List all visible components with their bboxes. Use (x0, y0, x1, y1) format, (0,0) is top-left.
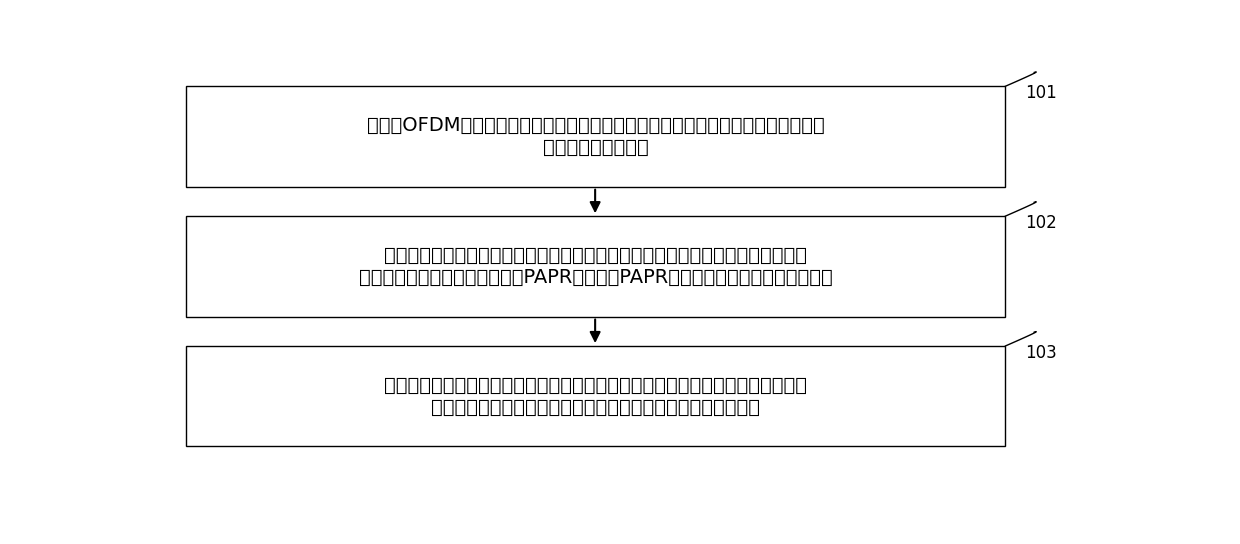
Bar (186, 346, 1006, 447)
Text: 将所述目标随机初相序列加载到所述预留子载波上，得到目标预留子载波，对承载
了所述目标数据的子载波和所述目标预留子载波进行调制和发送: 将所述目标随机初相序列加载到所述预留子载波上，得到目标预留子载波，对承载 了所述… (384, 376, 807, 417)
Text: 在通过OFDM发送目标数据时，获取预设数量的子载波，作为用于承载数据传输的消
峰信号的预留子载波: 在通过OFDM发送目标数据时，获取预设数量的子载波，作为用于承载数据传输的消 峰… (367, 116, 825, 157)
Text: 102: 102 (1024, 214, 1056, 232)
Bar (186, 216, 1006, 317)
Text: 101: 101 (1024, 84, 1056, 102)
Text: 103: 103 (1024, 344, 1056, 362)
Bar (186, 86, 1006, 187)
Text: 通过随机循环生成组数为预设组数的随机初相序列，分别计算每一组随机初相序列
作为所述消峰信号时数据传输的PAPR值，获取PAPR值最小的一组目标随机初相序列: 通过随机循环生成组数为预设组数的随机初相序列，分别计算每一组随机初相序列 作为所… (358, 246, 832, 287)
